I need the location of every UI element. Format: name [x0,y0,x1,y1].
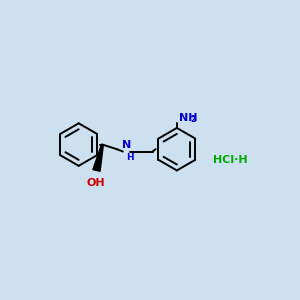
Text: 2: 2 [190,115,196,124]
Text: N: N [122,140,131,150]
Text: NH: NH [179,113,198,123]
Text: OH: OH [87,178,105,188]
Text: H: H [126,153,134,162]
Text: HCl·H: HCl·H [213,154,247,165]
Polygon shape [93,144,104,171]
